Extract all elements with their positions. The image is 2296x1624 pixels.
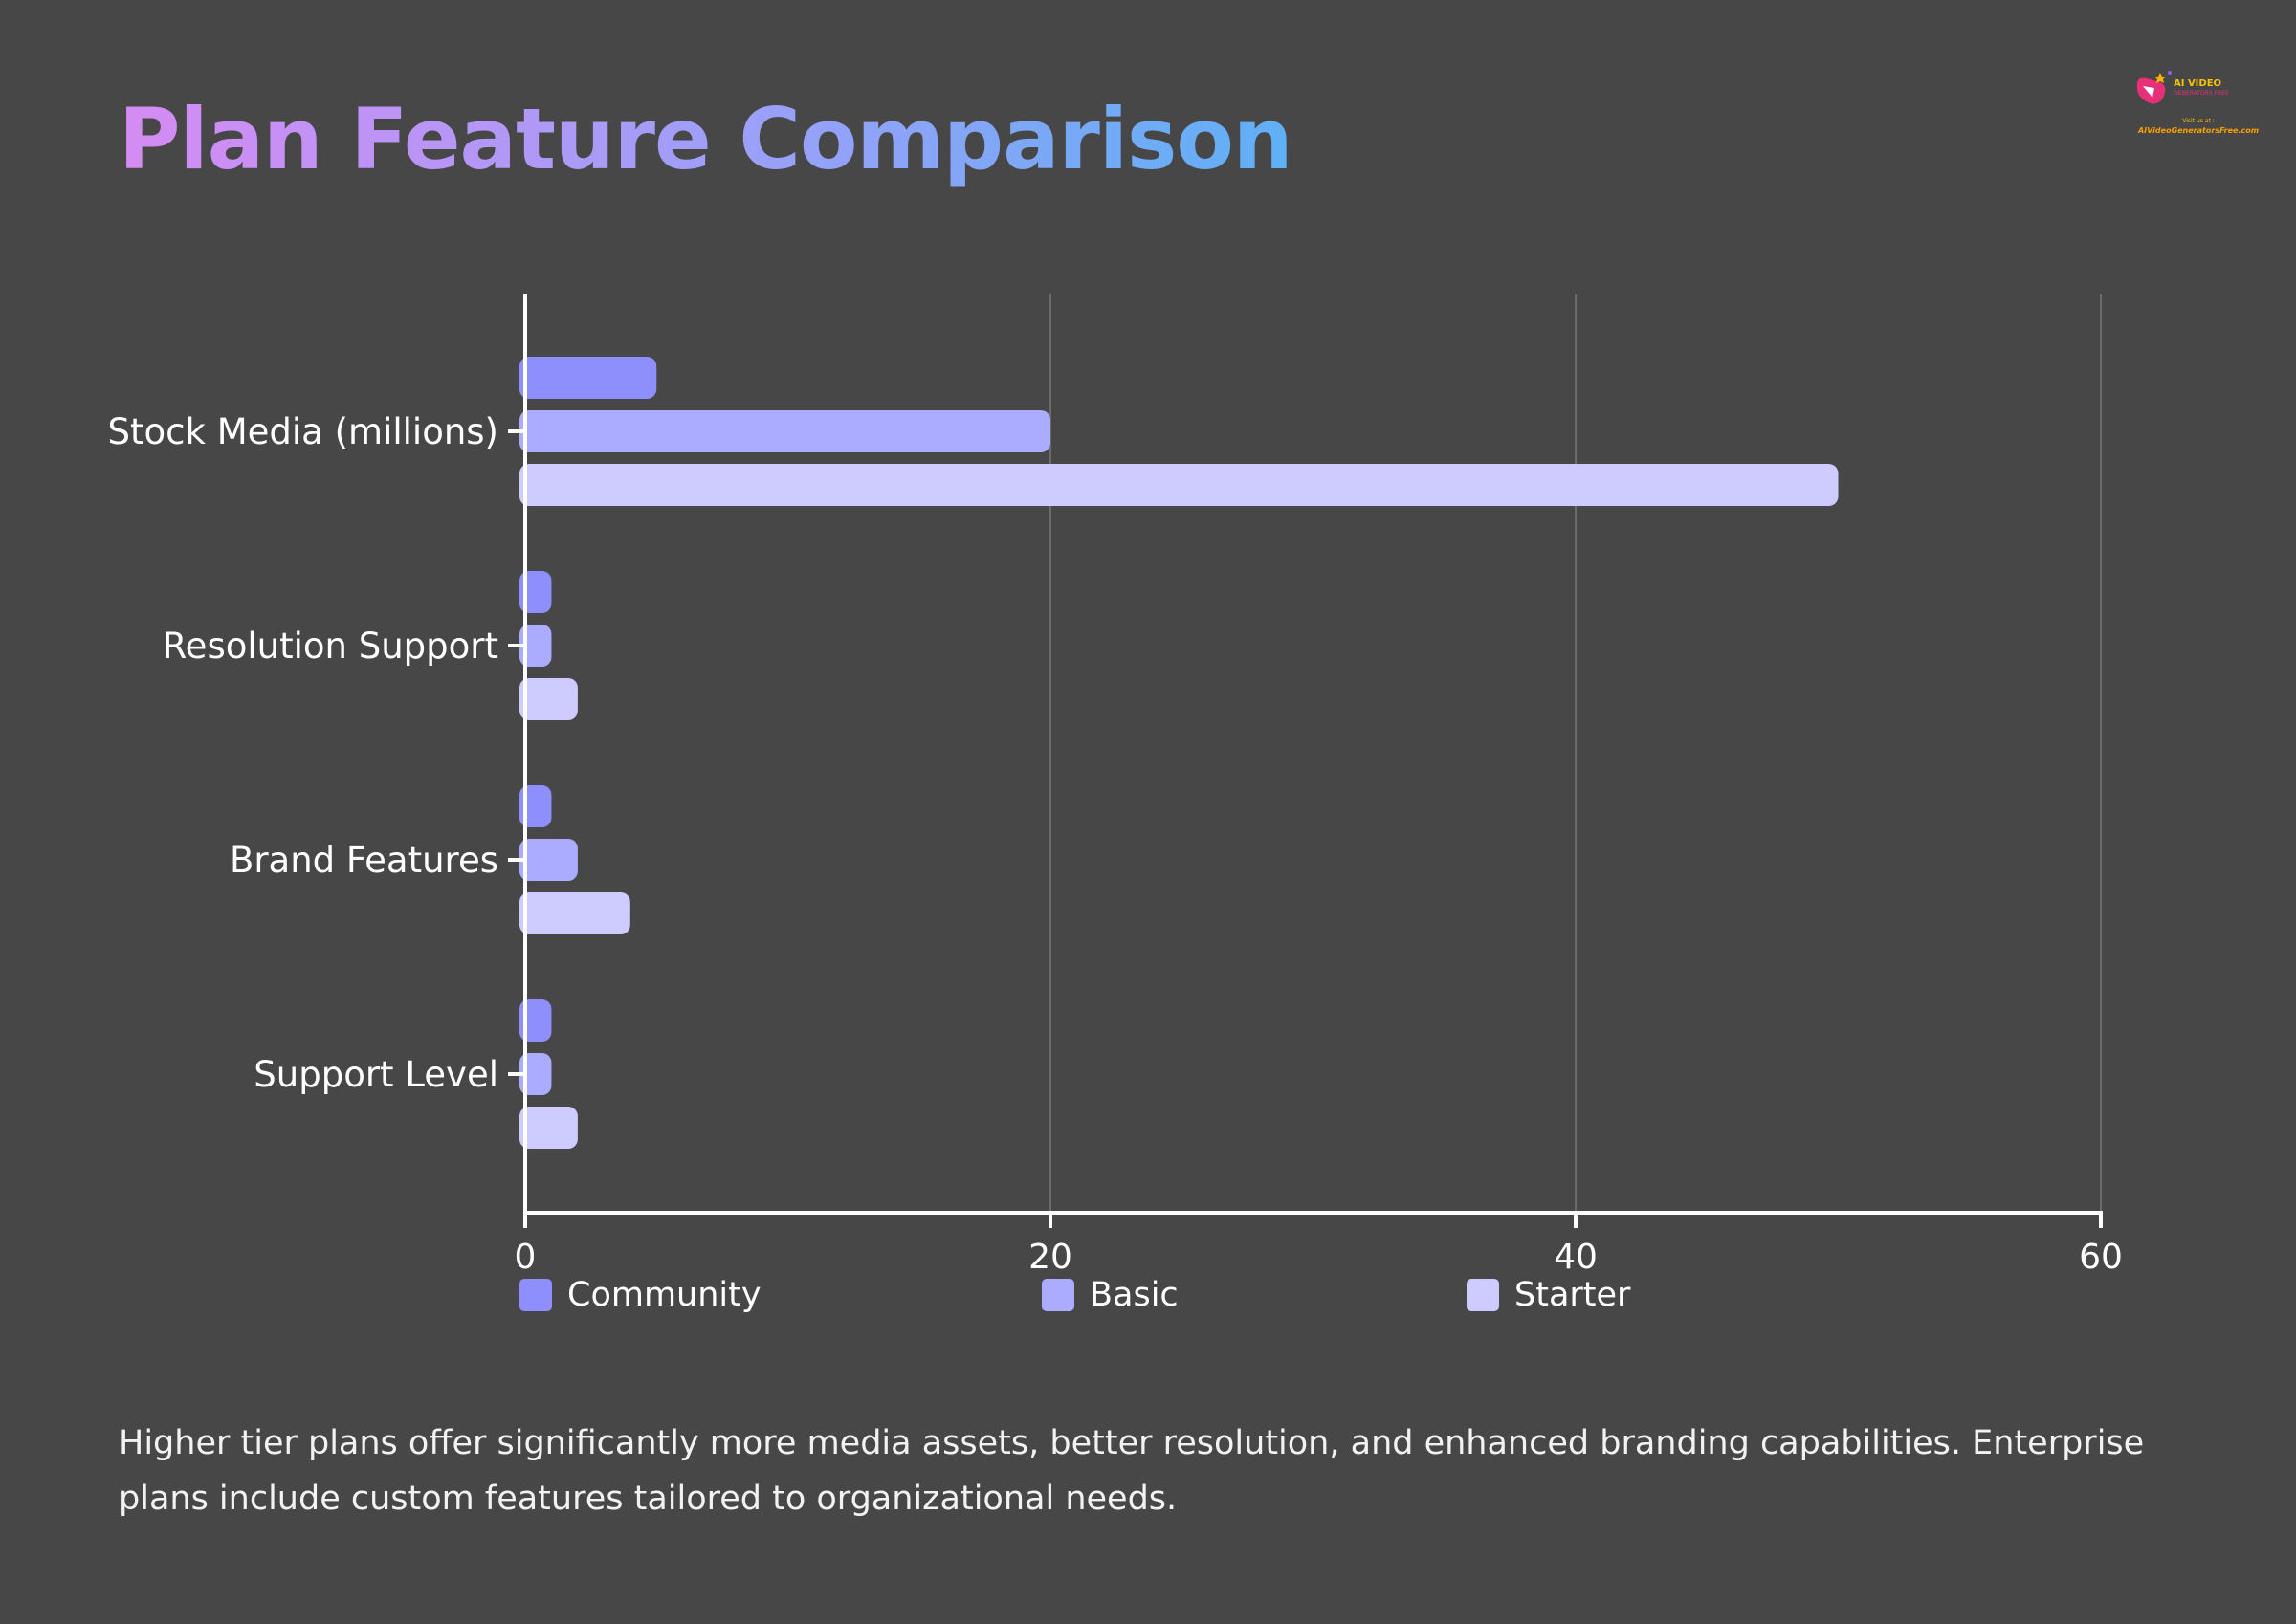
logo-text-line2: GENERATORS FREE (2174, 90, 2229, 97)
legend-label: Basic (1090, 1276, 1179, 1314)
bar-community-3 (519, 999, 552, 1042)
logo-emblem (2137, 71, 2172, 104)
chart-title: Plan Feature Comparison (119, 90, 1293, 188)
legend-item-starter[interactable]: Starter (1467, 1272, 1630, 1318)
legend-item-basic[interactable]: Basic (1042, 1272, 1179, 1318)
bars (519, 357, 1839, 1149)
bar-basic-1 (519, 625, 552, 667)
bar-basic-0 (519, 410, 1050, 452)
y-category-label: Support Level (254, 1054, 498, 1095)
y-category-label: Resolution Support (163, 625, 498, 667)
bar-starter-1 (519, 678, 578, 720)
bar-basic-2 (519, 839, 578, 881)
logo-text-line1: AI VIDEO (2174, 78, 2221, 89)
bar-community-0 (519, 357, 657, 399)
logo-visit-label: Visit us at : (2182, 118, 2215, 124)
x-tick-label: 60 (2079, 1238, 2123, 1277)
axis-labels: 0 20 40 60 Stock Media (millions) Resolution … (108, 411, 2123, 1277)
y-category-label: Brand Features (230, 840, 498, 881)
ai-video-logo-icon: AI VIDEO GENERATORS FREE Visit us at : A… (2137, 71, 2259, 135)
x-tick-label: 0 (515, 1238, 537, 1277)
bar-basic-3 (519, 1053, 552, 1095)
legend-label: Starter (1514, 1276, 1631, 1314)
legend-item-community[interactable]: Community (519, 1272, 762, 1318)
legend-label: Community (567, 1276, 762, 1314)
grid-lines (1049, 294, 2102, 1213)
axes (508, 294, 2103, 1228)
chart-legend: Community Basic Starter (0, 1272, 2296, 1318)
legend-swatch (519, 1279, 552, 1311)
bar-starter-0 (519, 464, 1839, 506)
legend-swatch (1467, 1279, 1499, 1311)
x-tick-label: 20 (1028, 1238, 1072, 1277)
legend-swatch (1042, 1279, 1074, 1311)
bar-chart: 0 20 40 60 Stock Media (millions) Resolution … (108, 294, 2123, 1277)
caption-text: Higher tier plans offer significantly mo… (119, 1424, 2145, 1518)
bar-community-1 (519, 571, 552, 613)
y-category-label: Stock Media (millions) (108, 411, 498, 452)
bar-starter-3 (519, 1107, 578, 1149)
logo-url-text: AIVideoGeneratorsFree.com (2137, 126, 2259, 135)
bar-starter-2 (519, 892, 630, 934)
x-tick-label: 40 (1554, 1238, 1598, 1277)
bar-community-2 (519, 785, 552, 827)
